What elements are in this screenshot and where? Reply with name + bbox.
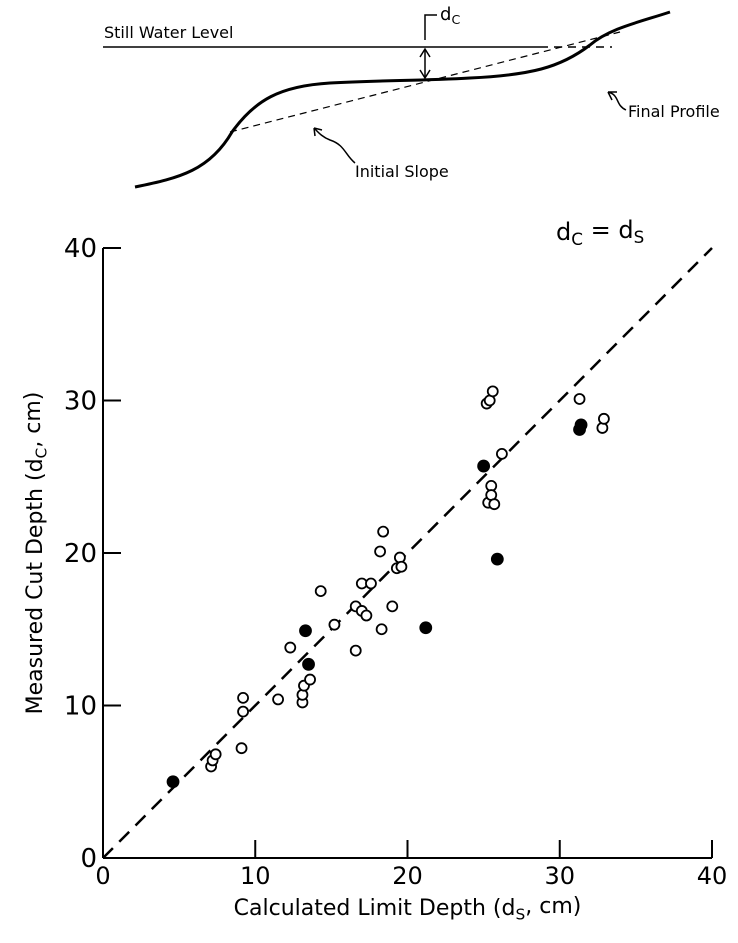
profile-label: Final Profile	[628, 102, 720, 121]
filled-point	[478, 461, 489, 472]
y-tick-label: 40	[64, 234, 97, 264]
open-point	[238, 707, 248, 717]
subscript: S	[634, 227, 645, 247]
open-point	[238, 693, 248, 703]
open-point	[396, 562, 406, 572]
y-tick-label: 30	[64, 387, 97, 417]
filled-point	[168, 776, 179, 787]
text-part: = d	[583, 216, 634, 244]
open-point	[316, 586, 326, 596]
open-point	[378, 527, 388, 537]
profile-leader	[608, 92, 626, 110]
x-tick-label: 30	[544, 862, 575, 890]
text-part: d	[556, 218, 571, 246]
x-tick-label: 40	[697, 862, 728, 890]
subscript: C	[571, 229, 583, 249]
open-point	[237, 743, 247, 753]
x-tick-label: 0	[95, 862, 110, 890]
y-axis-label: Measured Cut Depth (dC, cm)	[21, 392, 51, 715]
open-point	[599, 414, 609, 424]
water-label: Still Water Level	[104, 23, 233, 42]
slope-label: Initial Slope	[355, 162, 449, 181]
open-point	[489, 499, 499, 509]
text-part: d	[440, 4, 451, 25]
depth-label: dC	[440, 4, 460, 27]
open-point	[211, 749, 221, 759]
open-point	[329, 620, 339, 630]
open-point	[273, 694, 283, 704]
open-point	[305, 675, 315, 685]
open-point	[575, 394, 585, 404]
filled-point	[300, 625, 311, 636]
text-part: Calculated Limit Depth (d	[234, 896, 516, 921]
open-point	[377, 624, 387, 634]
open-point	[361, 611, 371, 621]
open-point	[497, 449, 507, 459]
text-part: , cm)	[21, 392, 46, 448]
line-label: dC = dS	[556, 216, 644, 249]
chart: Still Water Level dC Final Profile Initi…	[0, 0, 738, 943]
open-point	[488, 386, 498, 396]
text-part: , cm)	[525, 894, 581, 919]
filled-point	[576, 419, 587, 430]
y-tick-label: 20	[64, 539, 97, 569]
x-tick-label: 10	[240, 862, 271, 890]
open-point	[351, 646, 361, 656]
depth-leader	[425, 15, 437, 40]
x-axis-label: Calculated Limit Depth (dS, cm)	[234, 894, 582, 924]
subscript: S	[515, 906, 525, 924]
filled-point	[303, 659, 314, 670]
text-part: Measured Cut Depth (d	[23, 458, 48, 714]
filled-point	[492, 554, 503, 565]
subscript: C	[33, 448, 51, 459]
reference-line	[103, 248, 712, 858]
y-tick-label: 10	[64, 692, 97, 722]
open-point	[285, 643, 295, 653]
x-tick-label: 20	[392, 862, 423, 890]
open-point	[387, 601, 397, 611]
subscript: C	[451, 12, 460, 27]
open-point	[366, 579, 376, 589]
filled-point	[420, 622, 431, 633]
open-point	[375, 546, 385, 556]
slope-leader	[314, 128, 355, 163]
